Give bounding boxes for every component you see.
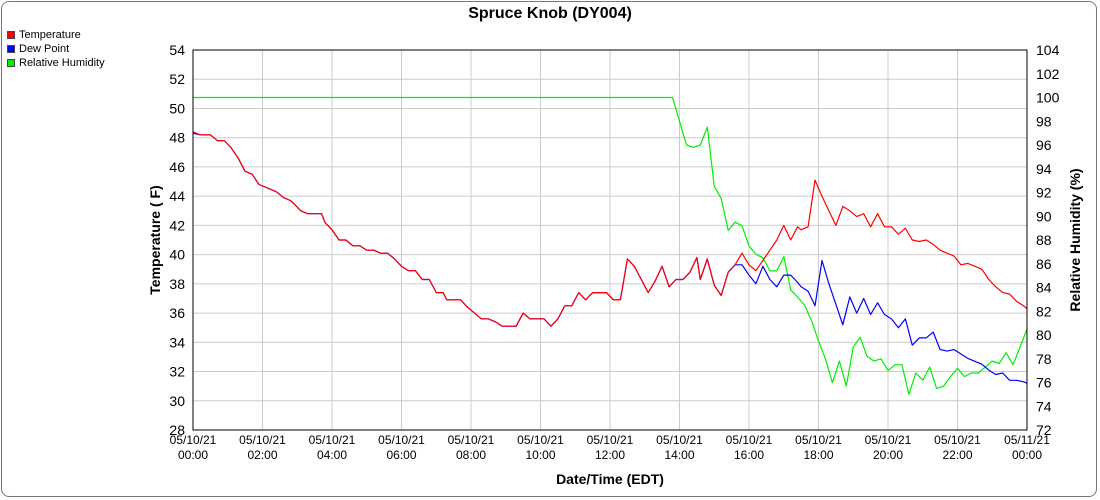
x-tick-date: 05/10/21 (795, 433, 842, 447)
x-tick-time: 20:00 (873, 448, 903, 462)
x-tick-date: 05/10/21 (934, 433, 981, 447)
x-tick-time: 16:00 (734, 448, 764, 462)
y2-tick-label: 82 (1036, 303, 1052, 319)
legend-item-temperature: Temperature (7, 28, 105, 42)
y2-tick-label: 94 (1036, 161, 1052, 177)
x-tick-date: 05/10/21 (378, 433, 425, 447)
x-axis-label: Date/Time (EDT) (556, 471, 664, 487)
y2-axis-label: Relative Humidity (%) (1067, 168, 1083, 311)
y-tick-label: 32 (169, 364, 185, 380)
series-line-temperature (192, 131, 1028, 327)
y2-tick-label: 80 (1036, 327, 1052, 343)
legend-swatch-temperature (7, 31, 15, 39)
x-tick-date: 05/11/21 (1004, 433, 1050, 447)
y-tick-label: 50 (169, 100, 185, 116)
x-tick-date: 05/10/21 (239, 433, 286, 447)
x-axis-ticks: 05/10/2100:0005/10/2102:0005/10/2104:000… (170, 433, 1051, 462)
x-tick-date: 05/10/21 (309, 433, 356, 447)
y-tick-label: 34 (169, 334, 185, 350)
y-tick-label: 46 (169, 159, 185, 175)
y2-tick-label: 102 (1036, 66, 1060, 82)
y2-tick-label: 86 (1036, 256, 1052, 272)
x-tick-time: 00:00 (178, 448, 208, 462)
x-tick-date: 05/10/21 (517, 433, 564, 447)
x-tick-date: 05/10/21 (448, 433, 495, 447)
y-tick-label: 38 (169, 276, 185, 292)
y-tick-label: 40 (169, 247, 185, 263)
y-axis-ticks: 28 30 32 34 36 38 40 42 44 46 48 50 52 54 (169, 42, 185, 438)
y2-axis-ticks: 72 74 76 78 80 82 84 86 88 90 92 94 96 98 100 102 104 (1036, 42, 1060, 438)
x-tick-time: 18:00 (803, 448, 833, 462)
x-tick-date: 05/10/21 (170, 433, 217, 447)
y2-tick-label: 98 (1036, 113, 1052, 129)
y2-tick-label: 84 (1036, 280, 1052, 296)
y2-tick-label: 104 (1036, 42, 1060, 58)
plot-border (192, 49, 1028, 431)
x-tick-time: 02:00 (247, 448, 277, 462)
x-tick-time: 12:00 (595, 448, 625, 462)
x-tick-date: 05/10/21 (656, 433, 703, 447)
y2-tick-label: 100 (1036, 90, 1060, 106)
y2-tick-label: 88 (1036, 232, 1052, 248)
legend-item-dew-point: Dew Point (7, 42, 105, 56)
y2-tick-label: 90 (1036, 208, 1052, 224)
chart-title: Spruce Knob (DY004) (468, 5, 632, 22)
x-tick-time: 22:00 (942, 448, 972, 462)
legend-swatch-dew-point (7, 45, 15, 53)
y2-tick-label: 92 (1036, 185, 1052, 201)
y-tick-label: 36 (169, 305, 185, 321)
x-tick-time: 08:00 (456, 448, 486, 462)
x-tick-time: 14:00 (664, 448, 694, 462)
y-tick-label: 54 (169, 42, 185, 58)
x-tick-date: 05/10/21 (726, 433, 773, 447)
legend-item-relative-humidity: Relative Humidity (7, 56, 105, 70)
series-line-relative-humidity (193, 96, 1028, 395)
x-tick-date: 05/10/21 (865, 433, 912, 447)
y2-tick-label: 74 (1036, 398, 1052, 414)
series-group (192, 96, 1028, 395)
y-tick-label: 42 (169, 217, 185, 233)
grid (192, 49, 1028, 431)
legend-label-dew-point: Dew Point (19, 43, 70, 55)
x-tick-date: 05/10/21 (587, 433, 634, 447)
legend-swatch-relative-humidity (7, 59, 15, 67)
y2-tick-label: 78 (1036, 351, 1052, 367)
y2-tick-label: 76 (1036, 375, 1052, 391)
y-tick-label: 30 (169, 393, 185, 409)
x-tick-time: 10:00 (525, 448, 555, 462)
y2-tick-label: 72 (1036, 422, 1052, 438)
x-tick-time: 00:00 (1012, 448, 1042, 462)
legend: Temperature Dew Point Relative Humidity (7, 28, 105, 70)
x-tick-time: 06:00 (386, 448, 416, 462)
y-tick-label: 48 (169, 130, 185, 146)
y2-tick-label: 96 (1036, 137, 1052, 153)
x-tick-time: 04:00 (317, 448, 347, 462)
legend-label-temperature: Temperature (19, 29, 81, 41)
y-axis-label: Temperature ( F) (147, 185, 163, 294)
legend-label-relative-humidity: Relative Humidity (19, 57, 105, 69)
y-tick-label: 52 (169, 71, 185, 87)
y-tick-label: 28 (169, 422, 185, 438)
y-tick-label: 44 (169, 188, 185, 204)
